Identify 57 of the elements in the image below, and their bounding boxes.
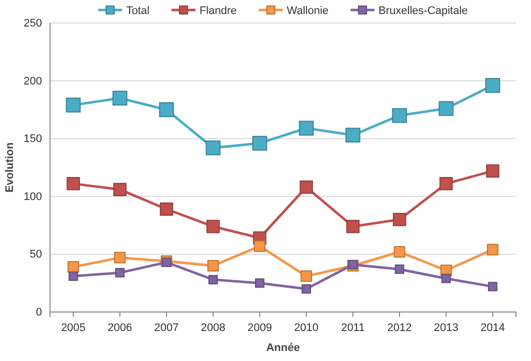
point — [485, 78, 500, 93]
y-tick-label: 0 — [36, 306, 42, 319]
x-tick-label: 2014 — [480, 322, 505, 334]
x-tick-label: 2009 — [247, 322, 272, 334]
legend-label: Bruxelles-Capitale — [378, 5, 468, 17]
point — [68, 271, 78, 281]
point — [66, 177, 80, 190]
legend-label: Wallonie — [286, 5, 329, 17]
point — [486, 244, 498, 256]
point — [113, 182, 127, 196]
point — [255, 278, 264, 288]
legend-label: Flandre — [199, 5, 237, 17]
point — [394, 246, 406, 258]
point — [486, 164, 500, 178]
point — [394, 264, 404, 274]
point — [392, 212, 406, 226]
x-tick-label: 2007 — [154, 322, 179, 334]
point — [346, 128, 360, 143]
x-tick-label: 2008 — [200, 322, 226, 334]
x-tick-label: 2005 — [61, 322, 86, 334]
point — [300, 270, 312, 282]
y-tick-label: 100 — [24, 190, 42, 203]
point — [302, 284, 311, 294]
point — [439, 177, 453, 190]
point — [208, 274, 218, 284]
point — [441, 274, 451, 284]
point — [438, 101, 454, 116]
x-tick-label: 2013 — [434, 322, 458, 334]
point — [112, 90, 128, 106]
point — [162, 258, 172, 267]
point — [206, 220, 220, 234]
point — [252, 136, 268, 151]
point — [206, 140, 220, 156]
y-tick-label: 50 — [30, 248, 42, 261]
x-tick-label: 2010 — [294, 322, 319, 334]
point — [300, 180, 313, 194]
y-tick-label: 200 — [24, 75, 42, 88]
x-tick-label: 2006 — [108, 322, 132, 334]
point — [346, 220, 360, 234]
point — [207, 260, 219, 272]
point — [159, 102, 174, 118]
y-tick-label: 250 — [24, 18, 42, 30]
y-axis-title: Evolution — [4, 142, 16, 193]
x-tick-label: 2011 — [341, 322, 365, 334]
point — [160, 202, 174, 216]
point — [488, 282, 498, 292]
point — [392, 108, 407, 123]
x-tick-label: 2012 — [387, 322, 412, 334]
legend-label: Total — [126, 5, 150, 17]
y-tick-label: 150 — [24, 133, 42, 146]
point — [254, 240, 266, 252]
point — [66, 98, 81, 112]
point — [114, 252, 126, 264]
point — [68, 261, 80, 273]
x-axis-title: Année — [266, 342, 300, 354]
point — [115, 268, 125, 278]
point — [298, 120, 314, 136]
